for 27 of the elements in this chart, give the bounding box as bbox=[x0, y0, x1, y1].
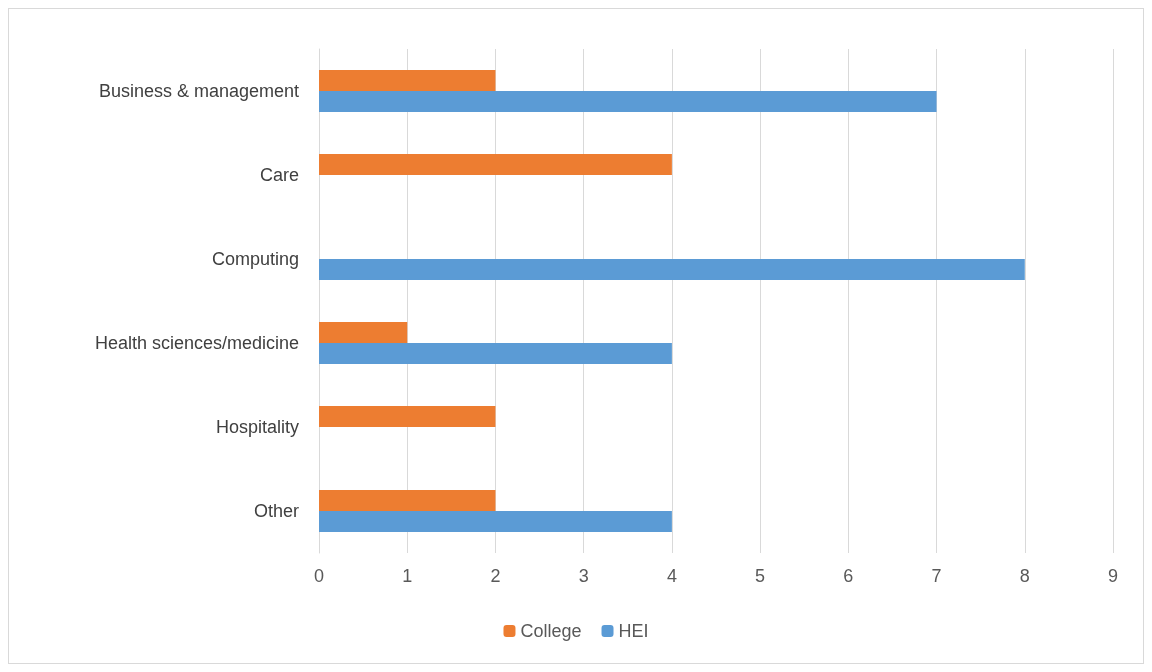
bar bbox=[319, 406, 496, 427]
x-tick-label: 6 bbox=[843, 566, 854, 586]
y-tick-label: Health sciences/medicine bbox=[94, 333, 299, 353]
y-tick-label: Business & management bbox=[98, 81, 299, 101]
y-tick-label: Hospitality bbox=[215, 417, 299, 437]
x-tick-label: 9 bbox=[1107, 566, 1119, 586]
bar bbox=[319, 322, 408, 343]
x-tick-label: 2 bbox=[490, 566, 501, 586]
x-tick-label: 0 bbox=[313, 566, 325, 586]
bar bbox=[319, 70, 496, 91]
x-tick-label: 8 bbox=[1019, 566, 1030, 586]
x-tick-label: 7 bbox=[931, 566, 942, 586]
x-tick-label: 3 bbox=[578, 566, 589, 586]
y-tick-label: Care bbox=[259, 165, 299, 185]
x-tick-label: 5 bbox=[755, 566, 766, 586]
bar bbox=[319, 154, 672, 175]
bar bbox=[319, 343, 672, 364]
x-tick-label: 1 bbox=[402, 566, 413, 586]
legend-label: HEI bbox=[618, 621, 649, 641]
y-tick-label: Computing bbox=[211, 249, 299, 269]
x-tick-label: 4 bbox=[666, 566, 677, 586]
bar bbox=[319, 259, 1025, 280]
legend-label: College bbox=[520, 621, 582, 641]
bar bbox=[319, 91, 937, 112]
bar bbox=[319, 511, 672, 532]
bar bbox=[319, 490, 496, 511]
y-tick-label: Other bbox=[253, 501, 299, 521]
